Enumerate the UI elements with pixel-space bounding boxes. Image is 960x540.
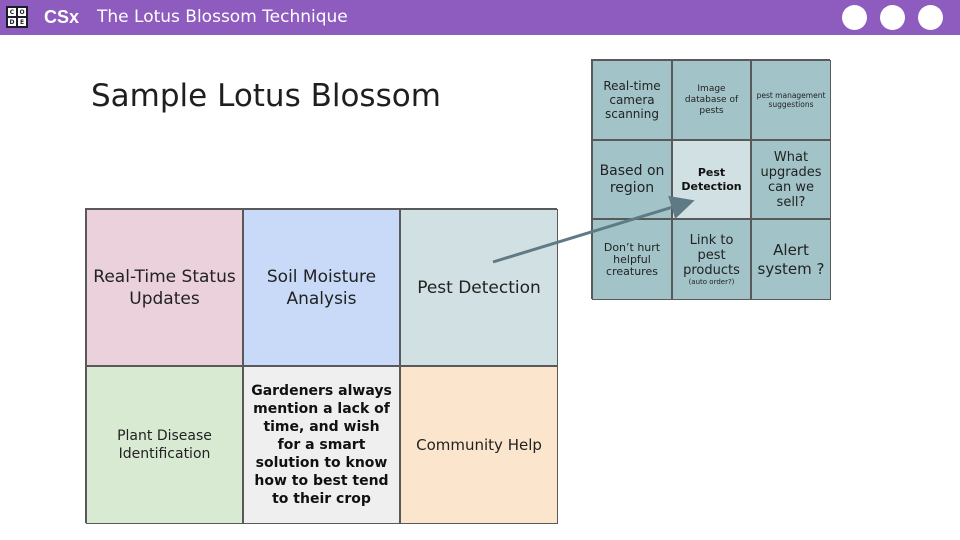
idea-cell-soil-moisture: Soil Moisture Analysis [243, 209, 400, 366]
idea-cell-plant-disease: Plant Disease Identification [86, 366, 243, 524]
logo-letter: D [8, 18, 16, 26]
lotus-main-grid: Real-Time Status Updates Soil Moisture A… [85, 208, 558, 524]
detail-cell: pest management suggestions [751, 60, 831, 140]
detail-cell: Don’t hurt helpful creatures [592, 219, 672, 300]
detail-cell: Image database of pests [672, 60, 751, 140]
detail-cell: Real-time camera scanning [592, 60, 672, 140]
detail-cell: Alert system ? [751, 219, 831, 300]
circle-icon [880, 5, 905, 30]
detail-cell-text: Link to pest products [683, 233, 740, 278]
header-bar: C O D E CSx The Lotus Blossom Technique [0, 0, 960, 35]
idea-cell-community-help: Community Help [400, 366, 558, 524]
brand-name: CSx [44, 7, 80, 27]
logo-letter: O [18, 8, 26, 16]
detail-center-cell: Pest Detection [672, 140, 751, 219]
circle-icon [842, 5, 867, 30]
detail-cell: Link to pest products (auto order?) [672, 219, 751, 300]
slide-heading: Sample Lotus Blossom [91, 78, 441, 114]
detail-cell: What upgrades can we sell? [751, 140, 831, 219]
detail-cell-note: (auto order?) [688, 278, 735, 286]
pest-detection-detail-grid: Real-time camera scanning Image database… [591, 59, 831, 300]
detail-cell: Based on region [592, 140, 672, 219]
code-logo: C O D E [6, 6, 28, 28]
circle-icon [918, 5, 943, 30]
logo-letter: E [18, 18, 26, 26]
core-problem-cell: Gardeners always mention a lack of time,… [243, 366, 400, 524]
lesson-title: The Lotus Blossom Technique [97, 7, 348, 27]
idea-cell-real-time-status: Real-Time Status Updates [86, 209, 243, 366]
idea-cell-pest-detection: Pest Detection [400, 209, 558, 366]
logo-letter: C [8, 8, 16, 16]
